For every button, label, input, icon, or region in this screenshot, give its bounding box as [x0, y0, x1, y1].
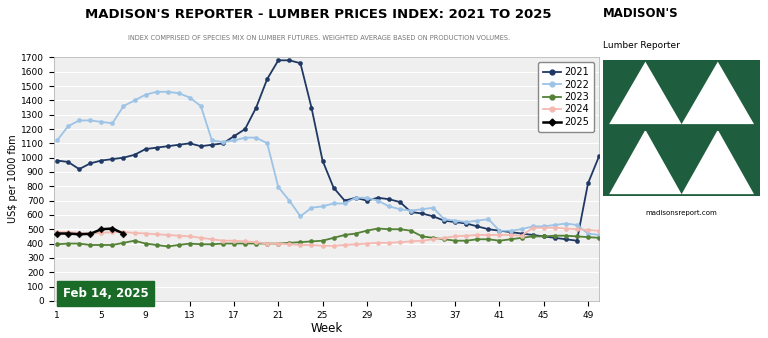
Polygon shape: [681, 62, 754, 124]
Text: madisonsreport.com: madisonsreport.com: [645, 210, 717, 216]
Legend: 2021, 2022, 2023, 2024, 2025: 2021, 2022, 2023, 2024, 2025: [538, 62, 594, 132]
Text: INDEX COMPRISED OF SPECIES MIX ON LUMBER FUTURES. WEIGHTED AVERAGE BASED ON PROD: INDEX COMPRISED OF SPECIES MIX ON LUMBER…: [127, 35, 510, 42]
Text: MADISON'S: MADISON'S: [603, 7, 678, 20]
Y-axis label: US$ per 1000 fbm: US$ per 1000 fbm: [8, 135, 18, 223]
Polygon shape: [609, 62, 681, 124]
Text: MADISON'S REPORTER - LUMBER PRICES INDEX: 2021 TO 2025: MADISON'S REPORTER - LUMBER PRICES INDEX…: [85, 8, 552, 21]
Text: Feb 14, 2025: Feb 14, 2025: [63, 287, 148, 300]
Polygon shape: [681, 130, 754, 194]
Text: Lumber Reporter: Lumber Reporter: [603, 41, 680, 50]
X-axis label: Week: Week: [310, 322, 343, 335]
Polygon shape: [609, 130, 681, 194]
FancyBboxPatch shape: [603, 60, 760, 196]
